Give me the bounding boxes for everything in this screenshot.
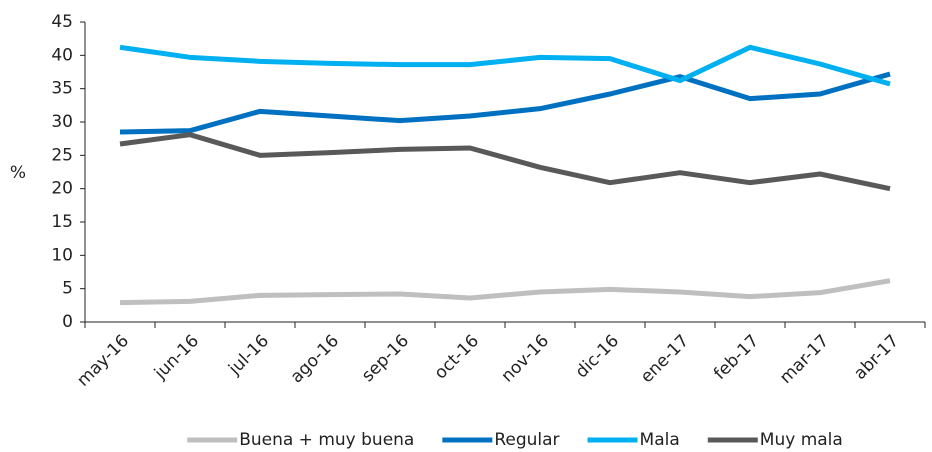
y-tick-label: 20 xyxy=(51,179,73,199)
x-tick-label: sep-16 xyxy=(358,331,413,386)
line-series xyxy=(119,44,891,87)
y-tick-label: 5 xyxy=(62,279,73,299)
x-tick-label: jul-16 xyxy=(224,331,273,380)
y-tick-label: 0 xyxy=(62,312,73,332)
line-series xyxy=(119,132,891,192)
x-tick-label: may-16 xyxy=(73,331,133,391)
legend-label: Muy mala xyxy=(760,430,843,450)
y-axis-label: % xyxy=(10,163,26,183)
x-tick-label: abr-17 xyxy=(850,331,903,384)
line-series xyxy=(119,71,891,135)
y-tick-label: 30 xyxy=(51,112,73,132)
legend-label: Regular xyxy=(494,430,559,450)
legend: Buena + muy buena Regular Mala Muy mala xyxy=(187,430,843,450)
x-tick-label: dic-16 xyxy=(572,331,623,382)
line-series xyxy=(119,278,891,306)
x-tick-label: jun-16 xyxy=(150,331,203,384)
legend-label: Buena + muy buena xyxy=(239,430,414,450)
y-tick-label: 15 xyxy=(51,212,73,232)
y-tick-label: 45 xyxy=(51,12,73,32)
x-tick-label: ago-16 xyxy=(287,331,343,387)
y-tick-label: 35 xyxy=(51,79,73,99)
x-tick-label: feb-17 xyxy=(710,331,763,384)
y-tick-label: 25 xyxy=(51,145,73,165)
x-tick-label: mar-17 xyxy=(776,331,833,388)
y-tick-label: 10 xyxy=(51,245,73,265)
x-tick-label: ene-17 xyxy=(637,331,693,387)
x-tick-label: oct-16 xyxy=(431,331,483,383)
x-tick-label: nov-16 xyxy=(498,331,554,387)
legend-label: Mala xyxy=(640,430,680,450)
y-tick-label: 40 xyxy=(51,45,73,65)
